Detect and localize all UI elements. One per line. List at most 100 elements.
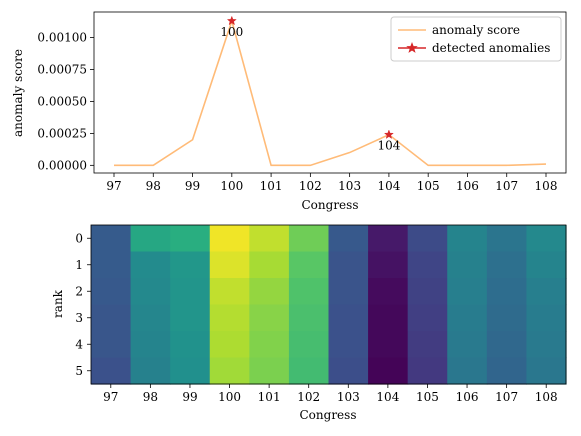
line-x-ticks: 97 98 99 100 101 102 103 104 105 106 107 108	[106, 173, 557, 193]
heatmap-cell	[288, 304, 330, 332]
anomaly-score-line-chart: 0.00000 0.00025 0.00050 0.00075 0.00100 97 98…	[11, 11, 567, 212]
heatmap-cell	[170, 331, 211, 359]
heatmap-cell	[328, 331, 369, 359]
line-y-ticks: 0.00000 0.00025 0.00050 0.00075 0.00100	[37, 31, 94, 172]
line-y-tick-label: 0.00075	[37, 63, 87, 77]
heatmap-cell	[91, 304, 132, 332]
heatmap-cell	[486, 331, 528, 359]
heatmap-cell	[368, 251, 409, 279]
heatmap-cell	[91, 225, 132, 253]
heatmap-cell	[130, 251, 171, 279]
heatmap-cell	[130, 331, 171, 359]
line-y-tick-label: 0.00050	[37, 94, 87, 108]
heatmap-cell	[368, 278, 409, 306]
heatmap-cell	[447, 251, 488, 279]
heatmap-cell	[288, 225, 330, 253]
heatmap-x-ticks: 97 98 99 100 101 102 103 104 105 106 107 108	[103, 384, 558, 404]
heatmap-cell	[407, 357, 448, 385]
heatmap-cell	[447, 304, 488, 332]
heatmap-frame	[90, 224, 567, 385]
line-x-tick-label: 103	[338, 179, 361, 193]
heatmap-cell	[407, 331, 448, 359]
heatmap-cell	[328, 251, 369, 279]
anomaly-star-marker	[383, 129, 394, 139]
heatmap-y-tick-label: 0	[75, 231, 83, 245]
line-x-tick-label: 102	[299, 179, 322, 193]
heatmap-cell	[407, 225, 448, 253]
heatmap-x-tick-label: 98	[143, 390, 158, 404]
anomaly-score-line	[114, 18, 547, 167]
heatmap-cell	[526, 225, 567, 253]
line-x-axis-label: Congress	[302, 198, 359, 212]
heatmap-cell	[91, 357, 132, 385]
heatmap-cell	[91, 251, 132, 279]
heatmap-cell	[288, 278, 330, 306]
heatmap-cell	[249, 251, 290, 279]
heatmap-cell	[209, 251, 250, 279]
line-x-tick-label: 98	[146, 179, 161, 193]
anomaly-annotation: 100	[220, 25, 243, 39]
heatmap-x-tick-label: 102	[297, 390, 320, 404]
heatmap-cell	[288, 251, 330, 279]
heatmap-cell	[486, 278, 528, 306]
heatmap-cell	[288, 331, 330, 359]
heatmap-x-tick-label: 99	[182, 390, 197, 404]
heatmap-cell	[249, 357, 290, 385]
heatmap-cell	[170, 251, 211, 279]
heatmap-cell	[526, 304, 567, 332]
heatmap-cell	[486, 251, 528, 279]
heatmap-y-tick-label: 1	[75, 258, 83, 272]
line-x-tick-label: 107	[495, 179, 518, 193]
line-x-tick-label: 100	[220, 179, 243, 193]
heatmap-cell	[91, 278, 132, 306]
heatmap-x-tick-label: 104	[376, 390, 399, 404]
heatmap-cell	[249, 225, 290, 253]
heatmap-cell	[209, 331, 250, 359]
anomaly-annotation: 104	[377, 139, 400, 153]
heatmap-y-tick-label: 2	[75, 284, 83, 298]
heatmap-cell	[486, 357, 528, 385]
line-x-tick-label: 101	[260, 179, 283, 193]
heatmap-cell	[447, 225, 488, 253]
heatmap-cell	[209, 225, 250, 253]
heatmap-cell	[249, 304, 290, 332]
heatmap-x-tick-label: 105	[416, 390, 439, 404]
line-x-tick-label: 105	[417, 179, 440, 193]
heatmap-cell	[407, 251, 448, 279]
heatmap-cell	[447, 331, 488, 359]
heatmap-cell	[170, 304, 211, 332]
legend: anomaly score detected anomalies	[390, 16, 562, 62]
heatmap-cell	[447, 357, 488, 385]
heatmap-cell	[130, 225, 171, 253]
heatmap-cell	[249, 331, 290, 359]
heatmap-cell	[407, 278, 448, 306]
legend-label-anomaly-score: anomaly score	[432, 23, 520, 37]
heatmap-cell	[328, 304, 369, 332]
line-x-tick-label: 97	[106, 179, 121, 193]
heatmap-cell	[368, 331, 409, 359]
line-y-tick-label: 0.00000	[37, 158, 87, 172]
line-x-tick-label: 106	[456, 179, 479, 193]
heatmap-cell	[447, 278, 488, 306]
heatmap-cell	[328, 225, 369, 253]
heatmap-cells	[91, 225, 567, 385]
line-y-tick-label: 0.00025	[37, 126, 87, 140]
heatmap-cell	[130, 357, 171, 385]
heatmap-cell	[526, 331, 567, 359]
heatmap-x-axis-label: Congress	[300, 408, 357, 422]
heatmap-cell	[170, 278, 211, 306]
heatmap-y-tick-label: 3	[75, 311, 83, 325]
heatmap-cell	[486, 225, 528, 253]
heatmap-cell	[288, 357, 330, 385]
heatmap-cell	[526, 357, 567, 385]
heatmap-cell	[328, 278, 369, 306]
line-x-tick-label: 108	[535, 179, 558, 193]
heatmap-x-tick-label: 106	[456, 390, 479, 404]
heatmap-cell	[526, 251, 567, 279]
heatmap-cell	[368, 304, 409, 332]
legend-star-icon	[406, 41, 418, 53]
line-y-axis-label: anomaly score	[11, 49, 25, 137]
heatmap-x-tick-label: 103	[337, 390, 360, 404]
heatmap-cell	[526, 278, 567, 306]
